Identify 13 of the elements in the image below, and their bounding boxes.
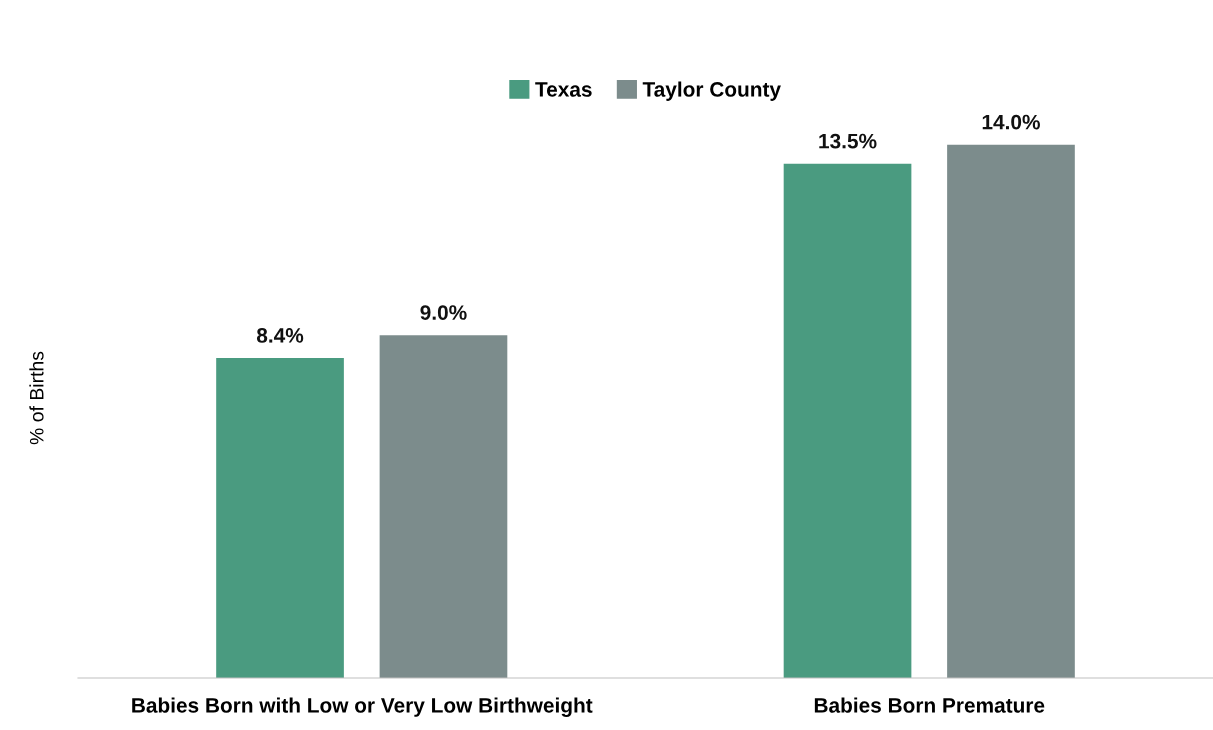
bar	[216, 358, 344, 678]
x-tick-label: Babies Born Premature	[814, 697, 1045, 713]
bar	[947, 144, 1075, 678]
x-tick-label: Babies Born with Low or Very Low Birthweight	[132, 697, 593, 717]
data-label: 8.4%	[256, 328, 304, 343]
y-axis-title: % of Births	[29, 351, 44, 445]
data-label: 13.5%	[819, 133, 877, 149]
bar	[379, 335, 508, 678]
data-label: 9.0%	[420, 305, 467, 320]
legend-label: Taylor County	[642, 81, 781, 101]
legend-label: Texas	[535, 82, 592, 97]
data-label: 14.0%	[982, 114, 1040, 130]
bar	[783, 163, 912, 678]
